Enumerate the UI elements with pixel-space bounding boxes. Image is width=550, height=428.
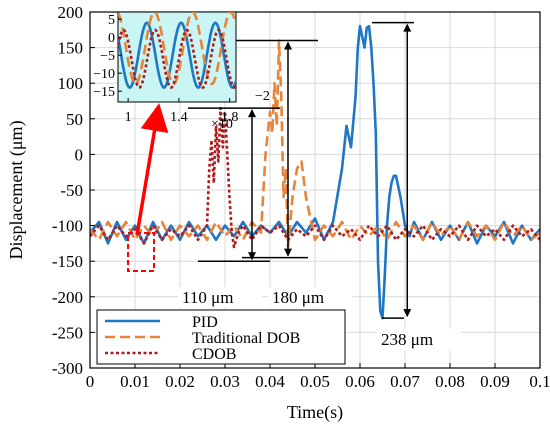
- y-tick-label: 150: [58, 39, 84, 58]
- annotation-label-bg: [377, 329, 461, 350]
- y-tick-label: 0: [75, 145, 84, 164]
- x-axis-ticks: 0 0.01 0.02 0.03 0.04 0.05 0.06 0.07 0.08 0.09 0.1: [86, 363, 550, 391]
- inset-line-cdob: [118, 28, 236, 90]
- inset-y-tick-label: −10: [93, 67, 115, 82]
- x-axis-label: Time(s): [287, 402, 343, 423]
- annotation-label: 180 μm: [272, 288, 324, 307]
- annotation-arrowhead-down: [248, 252, 256, 261]
- legend-label: PID: [192, 314, 218, 331]
- y-tick-label: -300: [52, 359, 83, 378]
- inset-y-tick-label: 5: [108, 13, 115, 28]
- inset-zoom-plot: 1 1.4 1.8 5 0 −5 −10 −15 ×10 −2: [93, 11, 270, 132]
- y-tick-label: 50: [66, 110, 83, 129]
- legend-label: Traditional DOB: [192, 330, 300, 347]
- annotation-arrowhead-up: [403, 23, 412, 32]
- x-tick-label: 0.08: [435, 372, 465, 391]
- annotation-label: 238 μm: [381, 330, 433, 349]
- y-tick-label: -100: [52, 217, 83, 236]
- annotation-label-bg: [178, 287, 262, 308]
- y-tick-label: -200: [52, 288, 83, 307]
- annotation-arrowhead-down: [284, 248, 292, 257]
- annotation-arrowhead-up: [284, 41, 292, 50]
- inset-y-tick-label: −5: [100, 49, 115, 64]
- x-tick-label: 0.04: [255, 372, 285, 391]
- legend-label: CDOB: [192, 346, 236, 363]
- x-tick-label: 0.02: [165, 372, 195, 391]
- inset-y-tick-label: 0: [108, 31, 115, 46]
- y-tick-label: -150: [52, 252, 83, 271]
- series-line-traditional-dob: [90, 39, 540, 249]
- zoom-arrow: [135, 103, 169, 236]
- y-tick-label: -250: [52, 323, 83, 342]
- inset-series-lines: [118, 12, 236, 90]
- inset-exponent: ×10: [211, 117, 233, 132]
- series-line-pid: [90, 24, 540, 320]
- series-lines: [90, 24, 540, 320]
- y-axis-label: Displacement (μm): [6, 120, 27, 259]
- inset-line-pid: [118, 21, 236, 90]
- y-tick-label: -50: [60, 181, 83, 200]
- inset-x-tick-label: 1: [125, 110, 132, 125]
- annotation-label-bg: [268, 287, 352, 308]
- inset-exponent-power: −2: [255, 89, 270, 104]
- zoom-region-marker: [127, 232, 155, 272]
- inset-line-traditional-dob: [118, 12, 236, 86]
- annotation-arrowhead-up: [248, 109, 256, 118]
- series-line-cdob: [90, 106, 540, 249]
- y-tick-label: 100: [58, 74, 84, 93]
- x-tick-label: 0: [86, 372, 95, 391]
- inset-x-tick-label: 1.4: [170, 110, 188, 125]
- annotations: 110 μm 180 μm 238 μm: [178, 21, 461, 350]
- annotation-arrowhead-down: [403, 309, 412, 318]
- annotation-label: 110 μm: [182, 288, 233, 307]
- x-tick-label: 0.03: [210, 372, 240, 391]
- x-tick-label: 0.1: [529, 372, 550, 391]
- x-tick-label: 0.05: [300, 372, 330, 391]
- inset-x-tick-label: 1.8: [221, 110, 239, 125]
- x-tick-label: 0.07: [390, 372, 420, 391]
- inset-y-tick-label: −15: [93, 85, 115, 100]
- x-tick-label: 0.01: [120, 372, 150, 391]
- inset-ticks: 1 1.4 1.8 5 0 −5 −10 −15: [93, 13, 238, 125]
- y-tick-label: 200: [58, 3, 84, 22]
- y-axis-ticks: 200 150 100 50 0 -50 -100 -150 -200 -250 -300: [52, 3, 95, 378]
- x-tick-label: 0.06: [345, 372, 375, 391]
- x-tick-label: 0.09: [480, 372, 510, 391]
